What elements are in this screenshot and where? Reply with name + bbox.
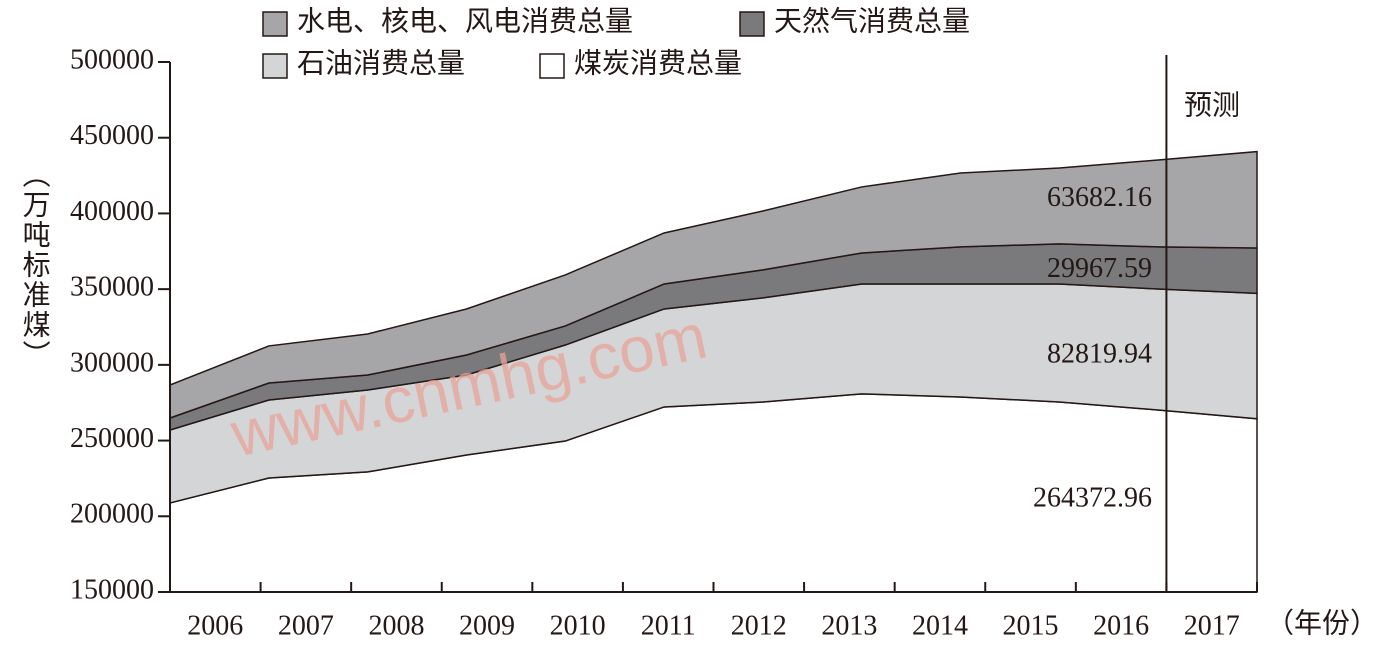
y-axis-label: （万吨标准煤） xyxy=(19,160,51,370)
legend-swatch xyxy=(262,11,288,37)
value-label: 82819.94 xyxy=(1047,339,1152,370)
x-tick-label: 2010 xyxy=(550,610,606,641)
x-tick-label: 2012 xyxy=(731,610,787,641)
y-tick-label: 150000 xyxy=(70,574,154,605)
legend-swatch xyxy=(262,53,288,79)
y-tick-label: 250000 xyxy=(70,423,154,454)
legend-label: 水电、核电、风电消费总量 xyxy=(297,5,633,37)
value-label: 63682.16 xyxy=(1047,182,1152,213)
y-tick-label: 400000 xyxy=(70,196,154,227)
y-tick-label: 200000 xyxy=(70,499,154,530)
x-tick-label: 2017 xyxy=(1184,610,1240,641)
x-tick-label: 2009 xyxy=(459,610,515,641)
y-tick-label: 450000 xyxy=(70,120,154,151)
legend-label: 天然气消费总量 xyxy=(774,5,970,37)
area xyxy=(169,150,1258,420)
y-tick-label: 500000 xyxy=(70,44,154,75)
x-tick-label: 2015 xyxy=(1003,610,1059,641)
value-label: 29967.59 xyxy=(1047,253,1152,284)
x-tick-label: 2008 xyxy=(368,610,424,641)
x-tick-label: 2016 xyxy=(1093,610,1149,641)
value-label: 264372.96 xyxy=(1033,482,1152,513)
y-tick-label: 300000 xyxy=(70,347,154,378)
annotation: 预测 xyxy=(1184,90,1240,121)
x-tick-label: 2014 xyxy=(912,610,968,641)
legend-swatch xyxy=(739,11,765,37)
x-axis-label: （年份） xyxy=(1266,607,1378,639)
x-tick-label: 2011 xyxy=(641,610,696,641)
legend-label: 煤炭消费总量 xyxy=(574,47,742,79)
x-tick-label: 2006 xyxy=(187,610,243,641)
legend-swatch xyxy=(539,53,565,79)
x-tick-label: 2013 xyxy=(821,610,877,641)
y-tick-label: 350000 xyxy=(70,272,154,303)
legend-label: 石油消费总量 xyxy=(297,47,465,79)
x-tick-label: 2007 xyxy=(278,610,334,641)
